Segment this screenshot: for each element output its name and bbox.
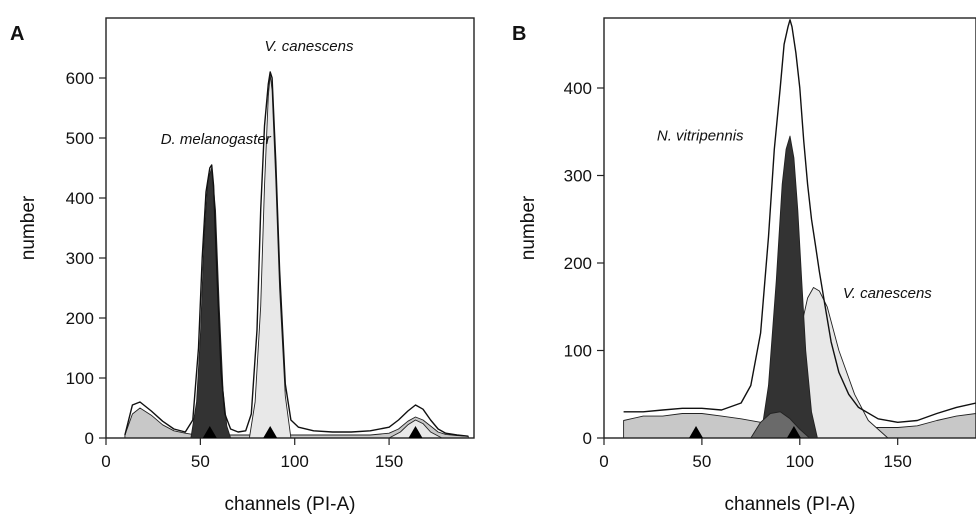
panel-a-peak-marker bbox=[408, 426, 423, 438]
panel-a: A 0 50 100 150 0 100 200 300 400 500 600 D. melano… bbox=[10, 17, 475, 515]
panel-b-x-tick-label: 150 bbox=[883, 452, 911, 471]
panel-a-x-tick-label: 150 bbox=[375, 452, 403, 471]
panel-b-x-tick-label: 50 bbox=[692, 452, 711, 471]
panel-b-y-tick-label: 400 bbox=[564, 79, 592, 98]
panel-a-peak-series-2 bbox=[248, 74, 292, 439]
panel-b-peak-marker bbox=[689, 426, 704, 438]
panel-b-letter: B bbox=[512, 23, 526, 45]
panel-a-peak-marker bbox=[202, 426, 217, 438]
panel-a-y-tick-label: 400 bbox=[66, 189, 94, 208]
panel-b-outline-series bbox=[623, 19, 976, 423]
panel-a-y-tick-label: 100 bbox=[66, 369, 94, 388]
panel-a-letter: A bbox=[10, 23, 24, 45]
panel-a-y-tick-label: 300 bbox=[66, 249, 94, 268]
panel-a-ticks-layer: 0 50 100 150 0 100 200 300 400 500 600 bbox=[66, 69, 404, 471]
panel-b-ticks-layer: 0 50 100 150 0 100 200 300 400 bbox=[564, 79, 912, 471]
panel-a-markers-layer bbox=[202, 426, 423, 438]
panel-a-outline-series bbox=[124, 71, 469, 437]
panel-b-y-tick-label: 300 bbox=[564, 167, 592, 186]
panel-a-x-axis-label: channels (PI-A) bbox=[225, 494, 356, 515]
panel-b-y-tick-label: 200 bbox=[564, 254, 592, 273]
panel-a-peak-series-1 bbox=[190, 167, 232, 439]
panel-b-x-tick-label: 0 bbox=[599, 452, 608, 471]
panel-a-y-tick-label: 200 bbox=[66, 309, 94, 328]
panel-b-series-layer bbox=[623, 19, 976, 439]
panel-a-peak-marker bbox=[263, 426, 278, 438]
panel-b-y-tick-label: 100 bbox=[564, 342, 592, 361]
panel-b-peak-marker bbox=[786, 426, 801, 438]
panel-a-annotation-d-melanogaster: D. melanogaster bbox=[161, 131, 272, 148]
panel-b-markers-layer bbox=[689, 426, 801, 438]
panel-a-y-tick-label: 0 bbox=[85, 429, 94, 448]
panel-b-annotation-v-canescens: V. canescens bbox=[843, 285, 932, 302]
panel-a-annotation-v-canescens: V. canescens bbox=[265, 38, 354, 55]
panel-b-y-tick-label: 0 bbox=[583, 429, 592, 448]
panel-b-x-axis-label: channels (PI-A) bbox=[725, 494, 856, 515]
panel-a-x-tick-label: 50 bbox=[191, 452, 210, 471]
panel-b-peak-series-2 bbox=[760, 135, 818, 439]
panel-a-y-tick-label: 600 bbox=[66, 69, 94, 88]
panel-a-x-tick-label: 0 bbox=[101, 452, 110, 471]
panel-a-series-layer bbox=[124, 71, 469, 439]
panel-b-annotation-n-vitripennis: N. vitripennis bbox=[657, 128, 744, 145]
panel-b-y-axis-label: number bbox=[518, 195, 539, 260]
panel-a-y-tick-label: 500 bbox=[66, 129, 94, 148]
panel-b-x-tick-label: 100 bbox=[786, 452, 814, 471]
panel-a-frame bbox=[105, 17, 475, 439]
panel-a-y-axis-label: number bbox=[18, 195, 39, 260]
panel-a-x-tick-label: 100 bbox=[281, 452, 309, 471]
